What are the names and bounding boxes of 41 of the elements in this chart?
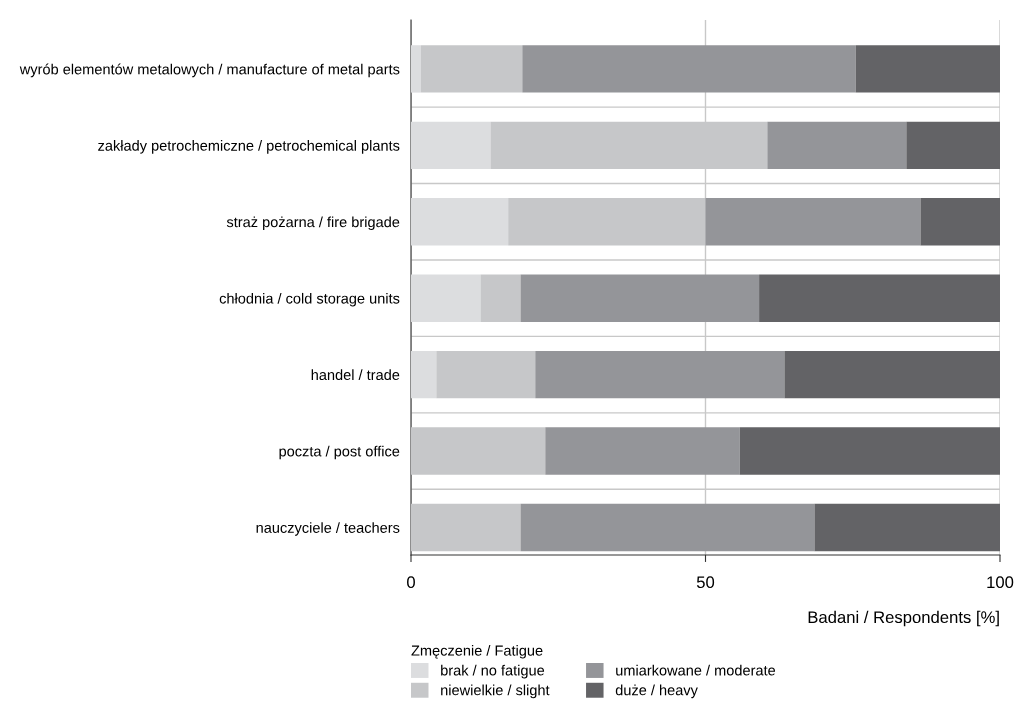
bar: [411, 121, 491, 170]
bar: [411, 350, 437, 399]
legend-title: Zmęczenie / Fatigue: [411, 645, 543, 659]
y-tick-label: straż pożarna / fire brigade: [226, 216, 400, 231]
bar: [535, 350, 785, 399]
bar: [767, 121, 907, 170]
bar: [421, 45, 523, 93]
bar: [508, 198, 706, 246]
bar: [784, 350, 1000, 399]
x-tick-label: 100: [987, 576, 1014, 589]
y-tick-label: zakłady petrochemiczne / petrochemical plants: [98, 140, 400, 154]
legend-label: duże / heavy: [615, 684, 698, 699]
bar: [480, 274, 521, 322]
bar: [411, 198, 509, 246]
bar: [520, 503, 815, 552]
legend-label: brak / no fatigue: [441, 664, 545, 679]
bar: [814, 503, 1000, 552]
x-axis-title: Badani / Respondents [%]: [808, 610, 999, 627]
bar: [920, 198, 1000, 246]
x-tick-label: 50: [696, 576, 715, 589]
legend-label: umiarkowane / moderate: [616, 664, 776, 676]
y-tick-label: chłodnia / cold storage units: [219, 292, 400, 307]
bar: [759, 274, 1000, 322]
bar: [411, 274, 481, 322]
bar: [436, 350, 536, 399]
y-tick-label: wyrób elementów metalowych / manufacture of metal parts: [19, 63, 400, 78]
bar: [411, 427, 546, 475]
y-tick-label: poczta / post office: [279, 445, 400, 460]
bar: [522, 45, 856, 93]
bar: [411, 45, 422, 93]
bar: [545, 427, 740, 475]
bar: [520, 274, 760, 322]
bar: [739, 427, 1000, 475]
bar: [906, 121, 1000, 170]
bar: [855, 45, 1000, 93]
y-tick-label: handel / trade: [311, 369, 400, 381]
legend-label: niewielkie / slight: [441, 684, 550, 699]
bar: [705, 198, 921, 246]
bar: [411, 503, 521, 552]
y-tick-label: nauczyciele / teachers: [256, 522, 400, 536]
x-tick-label: 0: [407, 576, 415, 589]
